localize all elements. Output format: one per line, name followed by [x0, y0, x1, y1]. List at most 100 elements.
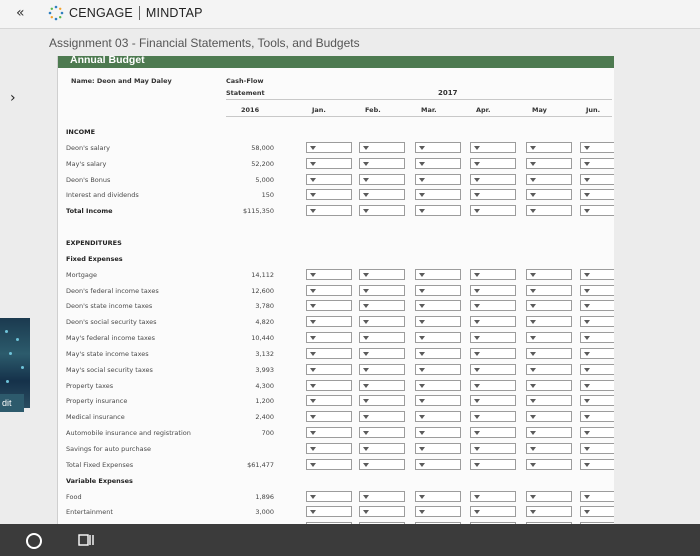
month-dropdown[interactable] — [359, 411, 405, 423]
month-dropdown[interactable] — [306, 268, 352, 280]
month-dropdown[interactable] — [470, 300, 516, 312]
month-dropdown[interactable] — [306, 316, 352, 328]
month-dropdown[interactable] — [415, 411, 461, 423]
month-dropdown[interactable] — [306, 300, 352, 312]
month-dropdown[interactable] — [359, 427, 405, 439]
month-dropdown[interactable] — [415, 363, 461, 375]
month-dropdown[interactable] — [580, 363, 614, 375]
month-dropdown[interactable] — [415, 395, 461, 407]
month-dropdown[interactable] — [526, 189, 572, 201]
month-dropdown[interactable] — [470, 205, 516, 217]
month-dropdown[interactable] — [415, 332, 461, 344]
month-dropdown[interactable] — [526, 490, 572, 502]
month-dropdown[interactable] — [526, 395, 572, 407]
month-dropdown[interactable] — [415, 173, 461, 185]
month-dropdown[interactable] — [526, 205, 572, 217]
month-dropdown[interactable] — [359, 347, 405, 359]
month-dropdown[interactable] — [526, 141, 572, 153]
month-dropdown[interactable] — [306, 411, 352, 423]
month-dropdown[interactable] — [580, 157, 614, 169]
month-dropdown[interactable] — [580, 332, 614, 344]
month-dropdown[interactable] — [415, 316, 461, 328]
month-dropdown[interactable] — [306, 284, 352, 296]
month-dropdown[interactable] — [526, 268, 572, 280]
month-dropdown[interactable] — [306, 427, 352, 439]
chevron-right-icon[interactable]: › — [10, 90, 16, 106]
month-dropdown[interactable] — [470, 268, 516, 280]
month-dropdown[interactable] — [470, 316, 516, 328]
month-dropdown[interactable] — [580, 458, 614, 470]
month-dropdown[interactable] — [415, 443, 461, 454]
month-dropdown[interactable] — [580, 141, 614, 153]
month-dropdown[interactable] — [526, 458, 572, 470]
month-dropdown[interactable] — [415, 284, 461, 296]
month-dropdown[interactable] — [580, 347, 614, 359]
month-dropdown[interactable] — [306, 395, 352, 407]
month-dropdown[interactable] — [470, 189, 516, 201]
month-dropdown[interactable] — [359, 443, 405, 454]
month-dropdown[interactable] — [306, 157, 352, 169]
month-dropdown[interactable] — [470, 522, 516, 524]
month-dropdown[interactable] — [580, 395, 614, 407]
month-dropdown[interactable] — [359, 316, 405, 328]
month-dropdown[interactable] — [580, 284, 614, 296]
month-dropdown[interactable] — [415, 379, 461, 391]
month-dropdown[interactable] — [470, 395, 516, 407]
month-dropdown[interactable] — [359, 522, 405, 524]
month-dropdown[interactable] — [470, 363, 516, 375]
month-dropdown[interactable] — [306, 379, 352, 391]
month-dropdown[interactable] — [526, 284, 572, 296]
month-dropdown[interactable] — [415, 205, 461, 217]
month-dropdown[interactable] — [415, 458, 461, 470]
month-dropdown[interactable] — [470, 284, 516, 296]
month-dropdown[interactable] — [526, 347, 572, 359]
month-dropdown[interactable] — [526, 157, 572, 169]
month-dropdown[interactable] — [470, 458, 516, 470]
month-dropdown[interactable] — [306, 141, 352, 153]
month-dropdown[interactable] — [526, 427, 572, 439]
month-dropdown[interactable] — [470, 411, 516, 423]
month-dropdown[interactable] — [415, 157, 461, 169]
month-dropdown[interactable] — [306, 490, 352, 502]
month-dropdown[interactable] — [306, 205, 352, 217]
month-dropdown[interactable] — [306, 443, 352, 454]
cengage-logo[interactable]: CENGAGE MINDTAP — [48, 5, 203, 21]
month-dropdown[interactable] — [415, 189, 461, 201]
month-dropdown[interactable] — [359, 395, 405, 407]
month-dropdown[interactable] — [470, 379, 516, 391]
month-dropdown[interactable] — [306, 347, 352, 359]
edit-tab[interactable]: dit — [0, 394, 24, 412]
month-dropdown[interactable] — [306, 363, 352, 375]
month-dropdown[interactable] — [526, 363, 572, 375]
month-dropdown[interactable] — [470, 332, 516, 344]
month-dropdown[interactable] — [470, 506, 516, 518]
month-dropdown[interactable] — [580, 490, 614, 502]
month-dropdown[interactable] — [526, 379, 572, 391]
month-dropdown[interactable] — [580, 173, 614, 185]
month-dropdown[interactable] — [359, 458, 405, 470]
month-dropdown[interactable] — [580, 427, 614, 439]
month-dropdown[interactable] — [470, 347, 516, 359]
month-dropdown[interactable] — [359, 157, 405, 169]
month-dropdown[interactable] — [359, 141, 405, 153]
month-dropdown[interactable] — [526, 411, 572, 423]
month-dropdown[interactable] — [580, 268, 614, 280]
month-dropdown[interactable] — [580, 189, 614, 201]
month-dropdown[interactable] — [359, 268, 405, 280]
month-dropdown[interactable] — [359, 379, 405, 391]
month-dropdown[interactable] — [359, 490, 405, 502]
month-dropdown[interactable] — [306, 458, 352, 470]
month-dropdown[interactable] — [580, 316, 614, 328]
back-button[interactable]: « — [16, 5, 25, 21]
month-dropdown[interactable] — [359, 300, 405, 312]
cortana-icon[interactable] — [26, 533, 42, 549]
month-dropdown[interactable] — [306, 173, 352, 185]
month-dropdown[interactable] — [526, 300, 572, 312]
month-dropdown[interactable] — [580, 522, 614, 524]
month-dropdown[interactable] — [359, 363, 405, 375]
month-dropdown[interactable] — [580, 300, 614, 312]
month-dropdown[interactable] — [415, 347, 461, 359]
month-dropdown[interactable] — [580, 379, 614, 391]
month-dropdown[interactable] — [470, 427, 516, 439]
month-dropdown[interactable] — [415, 268, 461, 280]
